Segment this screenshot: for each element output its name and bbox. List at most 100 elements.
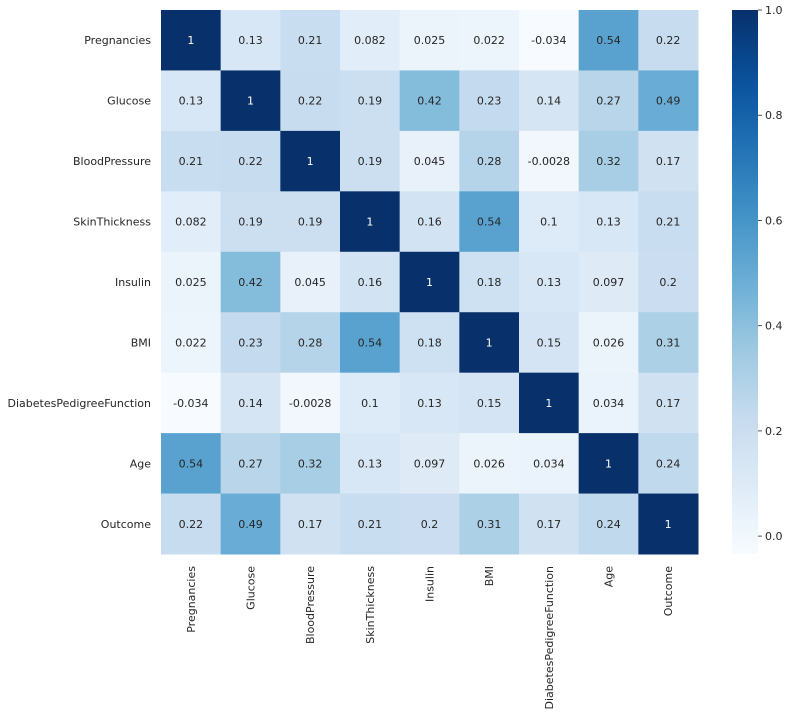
heatmap-cell: [161, 130, 222, 192]
heatmap-cell-value: 0.19: [358, 155, 383, 168]
y-tick-label: BMI: [131, 336, 151, 349]
heatmap-cell: [459, 130, 520, 192]
heatmap-cell: [220, 10, 281, 71]
heatmap-cell-value: -0.034: [173, 397, 208, 410]
y-tick-label: SkinThickness: [73, 216, 151, 229]
y-tick-label: BloodPressure: [73, 155, 151, 168]
x-tick-label: BloodPressure: [304, 566, 317, 644]
heatmap-cell-value: 0.16: [417, 216, 442, 229]
heatmap-cell: [220, 251, 281, 313]
heatmap-cell: [459, 372, 520, 434]
heatmap-cell-value: 0.19: [298, 216, 323, 229]
heatmap-cell-value: 0.022: [175, 336, 207, 349]
heatmap-cell-value: 0.082: [354, 34, 386, 47]
heatmap-cell: [459, 433, 520, 495]
heatmap-cell-value: 0.21: [656, 216, 681, 229]
x-tick-label: Insulin: [424, 566, 437, 602]
heatmap-cell: [459, 10, 520, 71]
heatmap-cell-value: 0.21: [179, 155, 204, 168]
colorbar-tick-label: 0.8: [765, 109, 783, 122]
heatmap-cell-value: 1: [366, 216, 373, 229]
heatmap-cell-value: 0.17: [537, 518, 562, 531]
heatmap-cell-value: 1: [545, 397, 552, 410]
heatmap-cell-value: 0.15: [477, 397, 502, 410]
heatmap-cell-value: 0.14: [537, 95, 562, 108]
heatmap-cell: [161, 70, 222, 132]
heatmap-cell: [459, 70, 520, 132]
heatmap-cell: [280, 493, 341, 555]
heatmap-cell: [399, 70, 460, 132]
x-axis-tick-labels: Pregnancies Glucose BloodPressure SkinThick…: [185, 566, 675, 710]
heatmap-cell: [519, 312, 580, 374]
heatmap-cell: [340, 130, 401, 192]
heatmap-cell: [340, 191, 401, 253]
colorbar-tick-label: 0.2: [765, 425, 783, 438]
heatmap-cell-value: 0.045: [294, 276, 326, 289]
heatmap-cell-value: 0.18: [477, 276, 502, 289]
heatmap-cell-value: 0.21: [358, 518, 383, 531]
heatmap-cell-value: 1: [426, 276, 433, 289]
heatmap-cell-value: 0.42: [238, 276, 263, 289]
heatmap-cell: [340, 251, 401, 313]
heatmap-cell: [399, 191, 460, 253]
heatmap-cell-value: 0.31: [656, 336, 681, 349]
heatmap-cell: [161, 10, 222, 71]
heatmap-cell-value: 0.54: [596, 34, 621, 47]
heatmap-cell: [220, 70, 281, 132]
heatmap-cell: [578, 251, 639, 313]
heatmap-cell: [578, 493, 639, 555]
heatmap-cell-value: 0.1: [361, 397, 379, 410]
heatmap-cell: [578, 372, 639, 434]
heatmap-cell-value: 0.13: [238, 34, 263, 47]
heatmap-cell: [280, 70, 341, 132]
y-tick-label: Pregnancies: [84, 34, 151, 47]
heatmap-cell: [459, 251, 520, 313]
heatmap-cell-value: -0.0028: [528, 155, 570, 168]
heatmap-cell: [161, 312, 222, 374]
colorbar: 1.0 0.8 0.6 0.4 0.2 0.0: [732, 4, 783, 554]
heatmap-cell-value: 0.42: [417, 95, 442, 108]
heatmap-cell-value: 0.1: [540, 216, 558, 229]
colorbar-tick-label: 0.4: [765, 320, 783, 333]
x-tick-label: Age: [603, 566, 616, 588]
heatmap-cell: [280, 251, 341, 313]
heatmap-cell: [220, 130, 281, 192]
heatmap-cell: [340, 493, 401, 555]
heatmap-cell: [578, 10, 639, 71]
y-axis-tick-labels: Pregnancies Glucose BloodPressure SkinThick…: [8, 34, 152, 531]
heatmap-cell: [280, 312, 341, 374]
y-tick-label: Glucose: [107, 95, 151, 108]
heatmap-cell-value: 0.17: [656, 397, 681, 410]
heatmap-cell-value: 0.026: [473, 457, 505, 470]
heatmap-cell: [399, 312, 460, 374]
heatmap-cell: [280, 372, 341, 434]
heatmap-cell: [340, 312, 401, 374]
heatmap-cell: [161, 251, 222, 313]
heatmap-cell-value: 0.54: [358, 336, 383, 349]
x-tick-label: DiabetesPedigreeFunction: [543, 566, 556, 709]
y-tick-label: Age: [130, 457, 152, 470]
heatmap-cell-labels: 1 0.13 0.21 0.082 0.025 0.022 -0.034 0.54 0.22 0.…: [173, 34, 680, 531]
heatmap-cell: [220, 312, 281, 374]
x-tick-label: Outcome: [662, 566, 675, 616]
heatmap-cell: [519, 10, 580, 71]
heatmap-cell: [161, 433, 222, 495]
heatmap-cell-value: 0.31: [477, 518, 502, 531]
x-tick-label: Glucose: [245, 566, 258, 610]
heatmap-cell: [161, 191, 222, 253]
heatmap-cell: [638, 312, 699, 374]
heatmap-cell-value: 0.49: [238, 518, 263, 531]
heatmap-cell-value: 0.27: [238, 457, 263, 470]
heatmap-cell: [399, 130, 460, 192]
heatmap-cell: [280, 191, 341, 253]
heatmap-cell-value: 0.025: [175, 276, 207, 289]
heatmap-cell: [638, 130, 699, 192]
heatmap-cell: [340, 10, 401, 71]
y-tick-label: Insulin: [115, 276, 151, 289]
heatmap-cell-value: 0.22: [656, 34, 681, 47]
heatmap-cell-value: 1: [187, 34, 194, 47]
heatmap-cell: [519, 251, 580, 313]
heatmap-cell: [399, 433, 460, 495]
heatmap-cell: [459, 493, 520, 555]
heatmap-cell-value: 0.034: [593, 397, 625, 410]
